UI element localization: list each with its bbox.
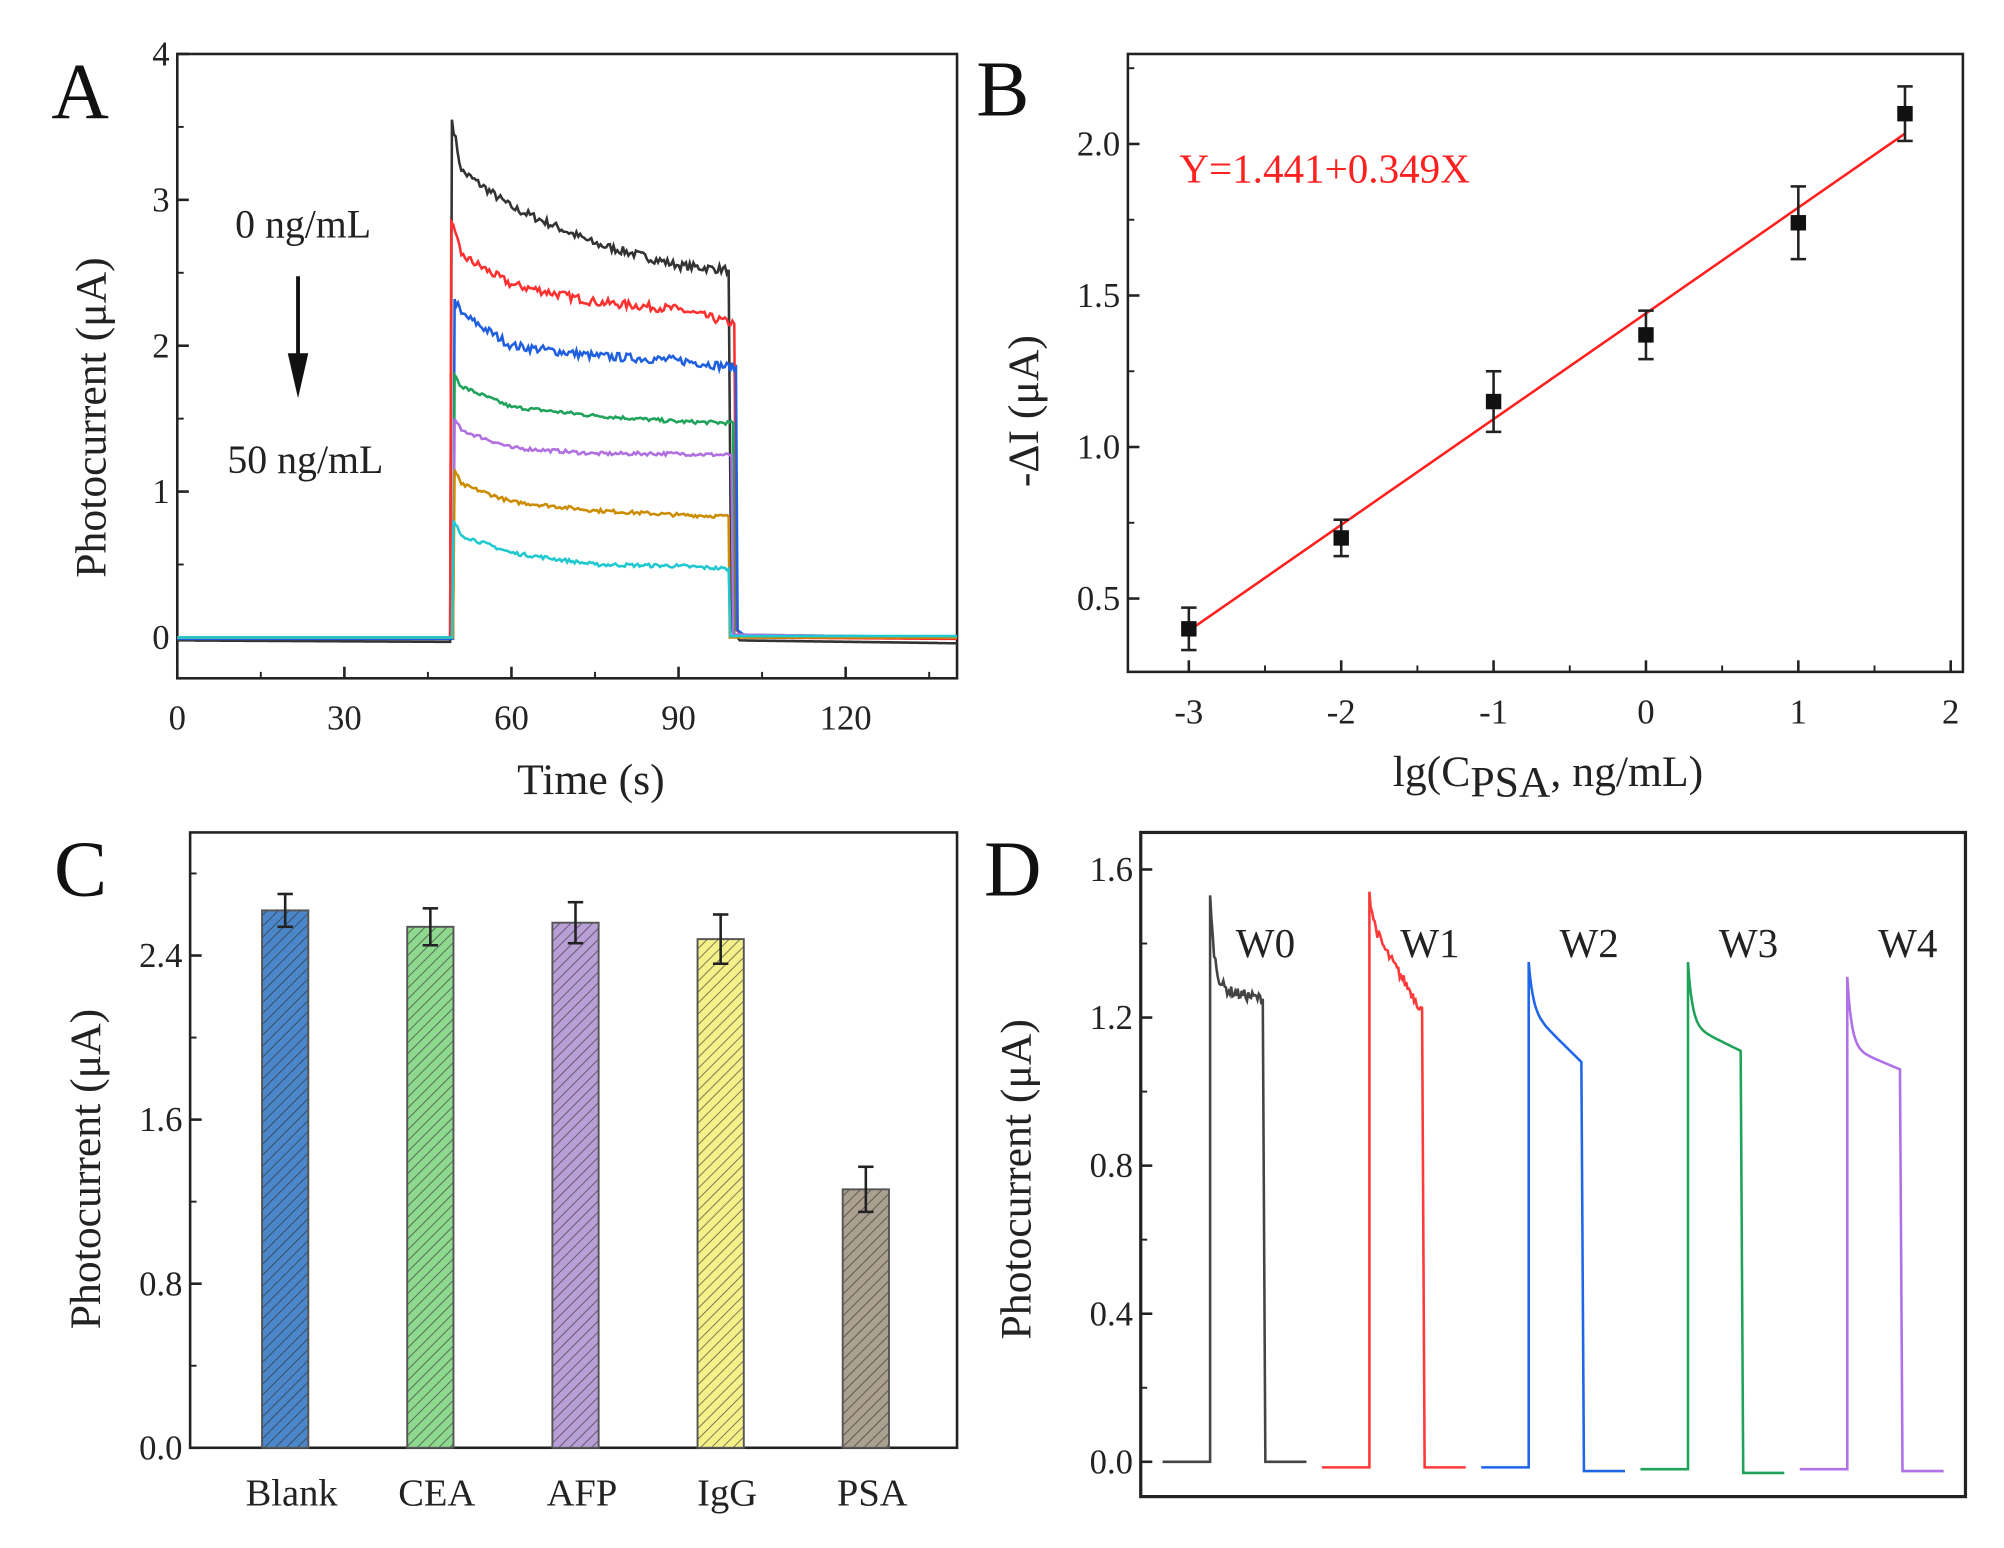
panel-d-frame — [1139, 830, 1968, 1499]
panel-d-ylabel: Photocurrent (μA) — [992, 1019, 1040, 1339]
series-line-w0 — [1162, 895, 1307, 1464]
y-tick-label: 1.0 — [1077, 428, 1120, 467]
panel-d-chart: Photocurrent (μA) 0.0 0.4 0.8 1.2 1.6 W0 W1 W2 W… — [992, 830, 1968, 1499]
y-tick-label: 1.5 — [1077, 276, 1120, 315]
x-tick-label: 90 — [661, 699, 696, 738]
y-tick-label: 0.8 — [139, 1264, 182, 1303]
series-line-w3 — [1640, 961, 1785, 1475]
y-tick-label: 2.4 — [139, 936, 182, 975]
y-tick-label: 0.0 — [139, 1428, 182, 1467]
annotation-50-ngml: 50 ng/mL — [227, 438, 383, 482]
series-line-5 — [177, 469, 958, 639]
y-tick-label: 0.5 — [1077, 579, 1120, 618]
panel-b-frame — [1126, 52, 1965, 674]
panel-a-chart: Photocurrent (μA) Time (s) 0 ng/mL 50 ng… — [67, 35, 959, 804]
bar-igg — [696, 938, 745, 1449]
series-label-w0: W0 — [1236, 920, 1295, 966]
series-line-1 — [177, 217, 958, 641]
series-label-w4: W4 — [1878, 920, 1937, 966]
x-tick-label: 120 — [820, 699, 872, 738]
y-tick-label: 1 — [152, 472, 169, 511]
series-line-0 — [177, 119, 958, 645]
fit-equation: Y=1.441+0.349X — [1179, 145, 1470, 191]
data-point — [1181, 621, 1197, 637]
panel-b-ylabel: -ΔI (μA) — [1000, 335, 1048, 487]
data-point — [1485, 393, 1502, 410]
y-tick-label: 0.8 — [1090, 1146, 1133, 1185]
data-point — [1897, 105, 1913, 122]
category-label: CEA — [398, 1473, 475, 1515]
y-tick-label: 3 — [152, 180, 169, 219]
panel-b-xlabel: lg(CPSA, ng/mL) — [1393, 748, 1704, 806]
series-line-w2 — [1481, 961, 1626, 1473]
x-tick-label: 1 — [1790, 692, 1807, 731]
series-line-6 — [177, 520, 958, 639]
series-line-w1 — [1321, 891, 1466, 1469]
series-label-w1: W1 — [1400, 920, 1459, 966]
panel-label-b: B — [976, 46, 1029, 134]
series-label-w3: W3 — [1719, 920, 1778, 966]
bar-blank — [261, 909, 310, 1449]
y-tick-label: 1.6 — [1090, 850, 1133, 889]
arrow-down-icon — [287, 276, 309, 399]
series-line-3 — [177, 370, 958, 639]
panel-label-d: D — [984, 825, 1042, 913]
y-tick-label: 4 — [152, 35, 169, 74]
y-tick-label: 0.4 — [1090, 1294, 1133, 1333]
x-tick-label: 60 — [494, 699, 529, 738]
data-point — [1333, 530, 1349, 546]
fit-line — [1188, 132, 1906, 632]
panel-b-chart: -ΔI (μA) lg(CPSA, ng/mL) Y=1.441+0.349X … — [1000, 52, 1965, 806]
bar-cea — [406, 925, 455, 1449]
panel-a-ylabel: Photocurrent (μA) — [67, 257, 115, 577]
x-tick-label: -1 — [1479, 692, 1508, 731]
x-tick-label: 30 — [327, 699, 362, 738]
panel-label-c: C — [54, 825, 107, 913]
x-tick-label: -2 — [1327, 692, 1356, 731]
y-tick-label: 2.0 — [1077, 125, 1120, 164]
category-label: PSA — [837, 1473, 908, 1515]
x-tick-label: 2 — [1942, 692, 1959, 731]
annotation-0-ngml: 0 ng/mL — [235, 203, 371, 247]
data-point — [1790, 215, 1807, 231]
series-label-w2: W2 — [1560, 920, 1619, 966]
y-tick-label: 1.6 — [139, 1100, 182, 1139]
category-label: IgG — [697, 1473, 757, 1515]
series-line-w4 — [1799, 976, 1944, 1473]
y-tick-label: 0 — [152, 618, 169, 657]
category-label: Blank — [246, 1473, 339, 1515]
category-label: AFP — [547, 1473, 618, 1515]
data-point — [1638, 327, 1654, 343]
panel-label-a: A — [51, 48, 109, 136]
x-tick-label: 0 — [169, 699, 186, 738]
panel-c-ylabel: Photocurrent (μA) — [62, 1009, 110, 1329]
x-tick-label: 0 — [1637, 692, 1654, 731]
panel-c-chart: Photocurrent (μA) 0.0 0.8 1.6 2.4 Blank CEA AF… — [62, 831, 959, 1515]
bar-afp — [551, 921, 600, 1449]
y-tick-label: 2 — [152, 326, 169, 365]
panel-a-xlabel: Time (s) — [517, 756, 665, 804]
panel-a-frame — [175, 52, 959, 680]
y-tick-label: 0.0 — [1090, 1442, 1133, 1481]
bar-psa — [841, 1188, 890, 1449]
y-tick-label: 1.2 — [1090, 998, 1133, 1037]
x-tick-label: -3 — [1174, 692, 1203, 731]
